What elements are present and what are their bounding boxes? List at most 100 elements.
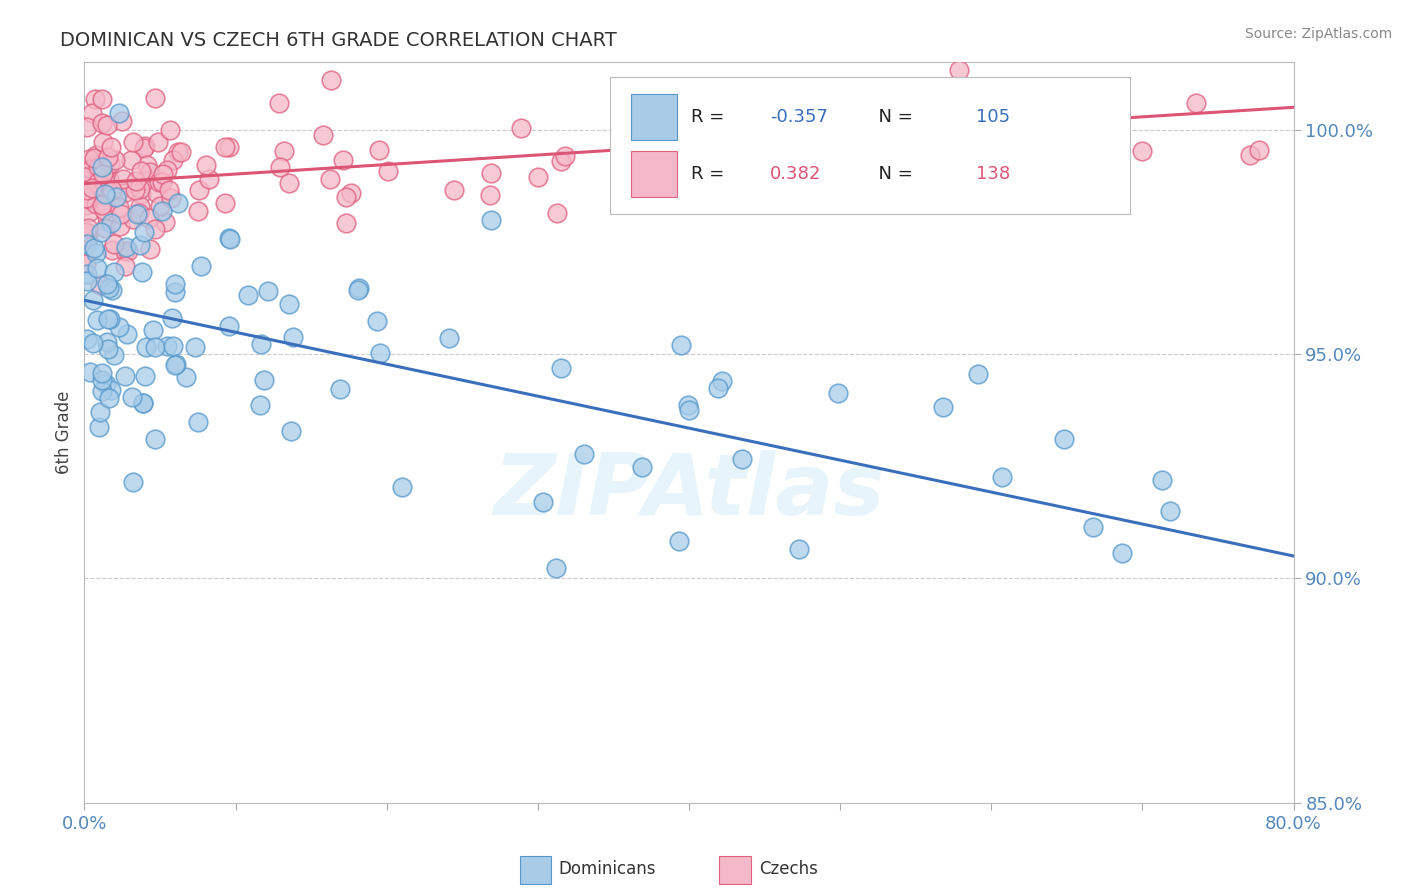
Point bbox=[162, 153, 184, 167]
Point bbox=[128, 238, 150, 252]
Point bbox=[96, 211, 118, 226]
Point bbox=[80, 161, 103, 176]
Point bbox=[391, 480, 413, 494]
Point bbox=[86, 261, 108, 276]
Point bbox=[76, 220, 98, 235]
Point bbox=[107, 200, 129, 214]
Bar bbox=[631, 152, 676, 197]
Point bbox=[97, 312, 120, 326]
Text: N =: N = bbox=[866, 165, 918, 183]
Point bbox=[84, 92, 107, 106]
Point bbox=[76, 267, 98, 281]
Point bbox=[479, 213, 502, 227]
Text: Dominicans: Dominicans bbox=[558, 861, 655, 879]
Point bbox=[165, 357, 187, 371]
Point bbox=[77, 204, 100, 219]
Point bbox=[90, 366, 112, 380]
Point bbox=[787, 541, 810, 556]
Point bbox=[146, 186, 169, 201]
Point bbox=[87, 420, 110, 434]
Point bbox=[368, 143, 391, 157]
Point bbox=[83, 151, 105, 165]
Point bbox=[366, 314, 388, 328]
Point bbox=[128, 199, 150, 213]
Point bbox=[195, 158, 218, 172]
Point bbox=[77, 172, 100, 186]
Point bbox=[1081, 520, 1104, 534]
Point bbox=[280, 424, 302, 438]
Point bbox=[75, 257, 97, 271]
Point bbox=[1028, 117, 1050, 131]
Point bbox=[163, 358, 186, 372]
Point bbox=[76, 120, 98, 134]
Point bbox=[138, 211, 160, 226]
Point bbox=[1150, 473, 1173, 487]
Point bbox=[103, 347, 125, 361]
Point bbox=[669, 337, 692, 351]
Point bbox=[86, 170, 108, 185]
Point bbox=[75, 255, 97, 269]
Point bbox=[319, 73, 342, 87]
Point bbox=[75, 191, 97, 205]
Point bbox=[75, 229, 97, 244]
Point bbox=[479, 166, 502, 180]
Point bbox=[122, 211, 145, 226]
Point bbox=[1111, 546, 1133, 560]
Point bbox=[83, 241, 105, 255]
Point bbox=[218, 231, 240, 245]
Point bbox=[340, 186, 363, 200]
Point bbox=[107, 105, 129, 120]
Point bbox=[98, 157, 121, 171]
Point bbox=[117, 244, 139, 258]
Point bbox=[437, 331, 460, 345]
Point bbox=[706, 381, 728, 395]
Point bbox=[533, 495, 555, 509]
Point bbox=[572, 447, 595, 461]
Bar bbox=[720, 856, 751, 884]
Point bbox=[76, 236, 98, 251]
Point bbox=[98, 311, 121, 326]
Point bbox=[84, 178, 107, 192]
Point bbox=[134, 225, 156, 239]
Point bbox=[184, 340, 207, 354]
Point bbox=[131, 265, 153, 279]
Point bbox=[110, 183, 132, 197]
Point bbox=[90, 226, 112, 240]
Point bbox=[87, 160, 110, 174]
Point bbox=[966, 367, 988, 381]
Point bbox=[550, 154, 572, 169]
Point bbox=[75, 169, 97, 184]
Point bbox=[115, 240, 138, 254]
Point bbox=[91, 198, 114, 212]
Point bbox=[1053, 432, 1076, 446]
Point bbox=[278, 296, 301, 310]
Point bbox=[129, 186, 152, 201]
Point bbox=[112, 186, 135, 200]
Point bbox=[94, 220, 117, 235]
Point bbox=[82, 293, 104, 307]
Text: Czechs: Czechs bbox=[759, 861, 818, 879]
Point bbox=[132, 396, 155, 410]
Point bbox=[103, 265, 125, 279]
Point bbox=[139, 242, 162, 256]
Point bbox=[974, 144, 997, 158]
Point bbox=[443, 183, 465, 197]
Point bbox=[84, 158, 107, 172]
Point bbox=[121, 153, 143, 168]
Point bbox=[827, 386, 849, 401]
Point bbox=[134, 141, 156, 155]
Point bbox=[544, 561, 567, 575]
Point bbox=[377, 163, 399, 178]
Point bbox=[554, 148, 576, 162]
Point bbox=[121, 390, 143, 404]
Point bbox=[124, 183, 146, 197]
Point bbox=[150, 175, 173, 189]
Text: Source: ZipAtlas.com: Source: ZipAtlas.com bbox=[1244, 27, 1392, 41]
Point bbox=[108, 319, 131, 334]
Bar bbox=[631, 95, 676, 140]
Point bbox=[122, 135, 145, 149]
Point bbox=[479, 187, 502, 202]
Point bbox=[96, 335, 118, 350]
Point bbox=[1101, 151, 1123, 165]
Text: R =: R = bbox=[692, 108, 730, 127]
